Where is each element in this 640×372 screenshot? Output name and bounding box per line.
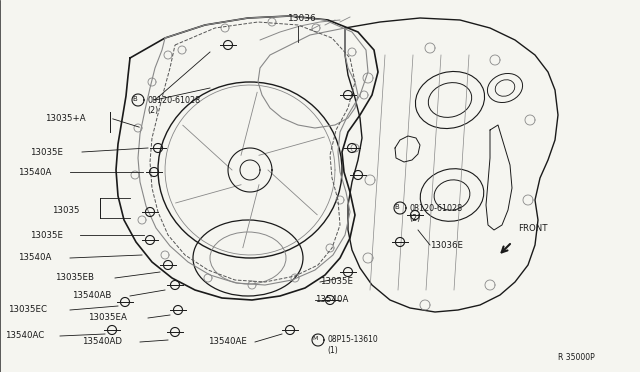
Text: (2): (2) [409, 214, 420, 222]
Text: 13035: 13035 [52, 205, 79, 215]
Text: 13035E: 13035E [30, 148, 63, 157]
Text: 13035EA: 13035EA [88, 314, 127, 323]
Text: 13036E: 13036E [430, 241, 463, 250]
Text: (1): (1) [327, 346, 338, 355]
Text: 13540AB: 13540AB [72, 292, 111, 301]
Text: 13036: 13036 [288, 13, 317, 22]
Text: 13540A: 13540A [18, 253, 51, 263]
Text: 08P15-13610: 08P15-13610 [327, 336, 378, 344]
Text: 13540AE: 13540AE [208, 337, 247, 346]
Text: B: B [395, 204, 399, 210]
Text: M: M [312, 337, 317, 341]
Text: 08120-61028: 08120-61028 [147, 96, 200, 105]
Text: FRONT: FRONT [518, 224, 547, 232]
Text: 13035+A: 13035+A [45, 113, 86, 122]
Text: 13540AC: 13540AC [5, 331, 44, 340]
Text: 13035EB: 13035EB [55, 273, 94, 282]
Text: (2): (2) [147, 106, 158, 115]
Text: 13035EC: 13035EC [8, 305, 47, 314]
Text: 13540AD: 13540AD [82, 337, 122, 346]
Text: R 35000P: R 35000P [558, 353, 595, 362]
Text: 13035E: 13035E [30, 231, 63, 240]
Text: 13540A: 13540A [315, 295, 348, 305]
Text: 13540A: 13540A [18, 167, 51, 176]
Text: 08120-61028: 08120-61028 [409, 203, 462, 212]
Text: 13035E: 13035E [320, 278, 353, 286]
Text: B: B [132, 96, 138, 102]
